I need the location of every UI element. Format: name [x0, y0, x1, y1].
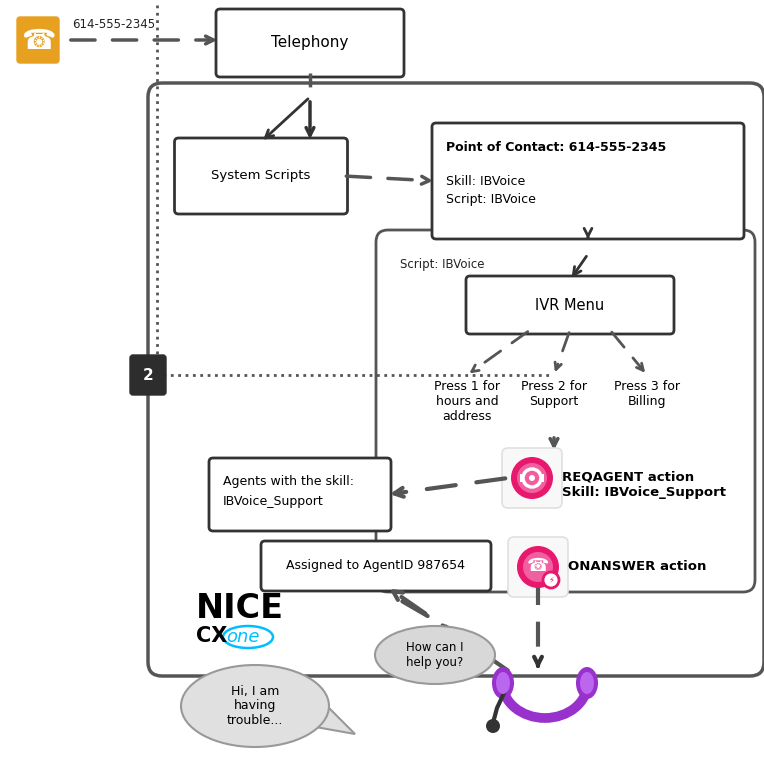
Ellipse shape — [492, 667, 514, 699]
Circle shape — [543, 572, 559, 588]
Text: 2: 2 — [143, 367, 154, 382]
Polygon shape — [310, 696, 355, 734]
Ellipse shape — [576, 667, 598, 699]
Text: Point of Contact: 614-555-2345: Point of Contact: 614-555-2345 — [446, 141, 666, 154]
Text: Press 1 for
hours and
address: Press 1 for hours and address — [434, 380, 500, 423]
Bar — [540, 474, 544, 482]
FancyBboxPatch shape — [130, 355, 166, 395]
FancyBboxPatch shape — [432, 123, 744, 239]
Circle shape — [529, 475, 535, 481]
Text: IVR Menu: IVR Menu — [536, 298, 604, 313]
Text: Script: IBVoice: Script: IBVoice — [446, 193, 536, 206]
Text: System Scripts: System Scripts — [212, 170, 311, 182]
Text: Agents with the skill:: Agents with the skill: — [223, 475, 354, 488]
FancyBboxPatch shape — [216, 9, 404, 77]
Text: 614-555-2345: 614-555-2345 — [72, 18, 155, 31]
Text: CX: CX — [196, 626, 228, 646]
FancyBboxPatch shape — [261, 541, 491, 591]
Circle shape — [517, 463, 547, 493]
Text: Skill: IBVoice_Support: Skill: IBVoice_Support — [562, 486, 726, 499]
FancyBboxPatch shape — [209, 458, 391, 531]
Text: How can I
help you?: How can I help you? — [406, 641, 464, 669]
Text: one: one — [226, 628, 260, 646]
Text: ☎: ☎ — [21, 27, 55, 55]
FancyBboxPatch shape — [174, 138, 348, 214]
Text: Assigned to AgentID 987654: Assigned to AgentID 987654 — [286, 559, 465, 572]
Ellipse shape — [375, 626, 495, 684]
Text: REQAGENT action: REQAGENT action — [562, 471, 694, 484]
Ellipse shape — [181, 665, 329, 747]
Circle shape — [523, 552, 553, 582]
Text: Telephony: Telephony — [271, 36, 348, 51]
Circle shape — [517, 546, 559, 588]
FancyBboxPatch shape — [376, 230, 755, 592]
Text: ☎: ☎ — [527, 557, 549, 575]
Text: ONANSWER action: ONANSWER action — [568, 560, 707, 574]
Circle shape — [511, 457, 553, 499]
Text: IBVoice_Support: IBVoice_Support — [223, 495, 324, 508]
FancyBboxPatch shape — [148, 83, 764, 676]
Text: Script: IBVoice: Script: IBVoice — [400, 258, 484, 271]
Text: NICE: NICE — [196, 592, 284, 625]
Circle shape — [486, 719, 500, 733]
Ellipse shape — [496, 672, 510, 694]
Text: Press 2 for
Support: Press 2 for Support — [521, 380, 587, 408]
Text: Skill: IBVoice: Skill: IBVoice — [446, 175, 526, 188]
FancyBboxPatch shape — [466, 276, 674, 334]
Text: Press 3 for
Billing: Press 3 for Billing — [614, 380, 680, 408]
FancyBboxPatch shape — [17, 17, 59, 63]
FancyBboxPatch shape — [502, 448, 562, 508]
FancyBboxPatch shape — [508, 537, 568, 597]
Text: ⚡: ⚡ — [548, 575, 554, 584]
Ellipse shape — [580, 672, 594, 694]
Text: Hi, I am
having
trouble...: Hi, I am having trouble... — [227, 684, 283, 727]
Bar — [520, 474, 524, 482]
